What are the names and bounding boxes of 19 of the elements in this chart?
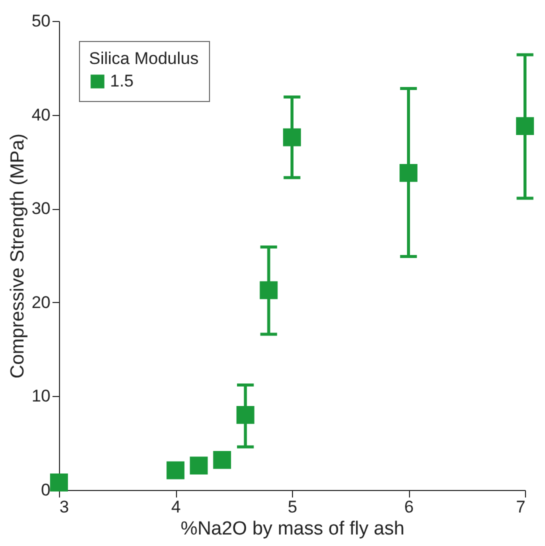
x-tick-label: 5 bbox=[288, 498, 298, 516]
point bbox=[50, 474, 68, 492]
y-tick-label: 20 bbox=[32, 292, 50, 312]
x-tick-label: 4 bbox=[171, 498, 181, 516]
x-tick-label: 6 bbox=[404, 498, 414, 516]
y-tick-label: 10 bbox=[32, 386, 50, 406]
point bbox=[213, 451, 232, 469]
y-tick-label: 30 bbox=[32, 199, 50, 218]
x-tick-label: 3 bbox=[60, 498, 69, 516]
legend-label: 1.5 bbox=[110, 72, 134, 90]
y-tick-label: 40 bbox=[32, 105, 50, 124]
legend-title: Silica Modulus bbox=[89, 49, 199, 68]
point bbox=[166, 461, 184, 480]
point bbox=[190, 456, 208, 475]
x-tick-label: 7 bbox=[516, 498, 526, 516]
y-tick-label: 0 bbox=[41, 480, 50, 500]
y-tick-label: 50 bbox=[32, 12, 50, 30]
y-axis-title: Compressive Strength (MPa) bbox=[8, 134, 29, 378]
x-axis-title: %Na2O by mass of fly ash bbox=[180, 518, 404, 540]
